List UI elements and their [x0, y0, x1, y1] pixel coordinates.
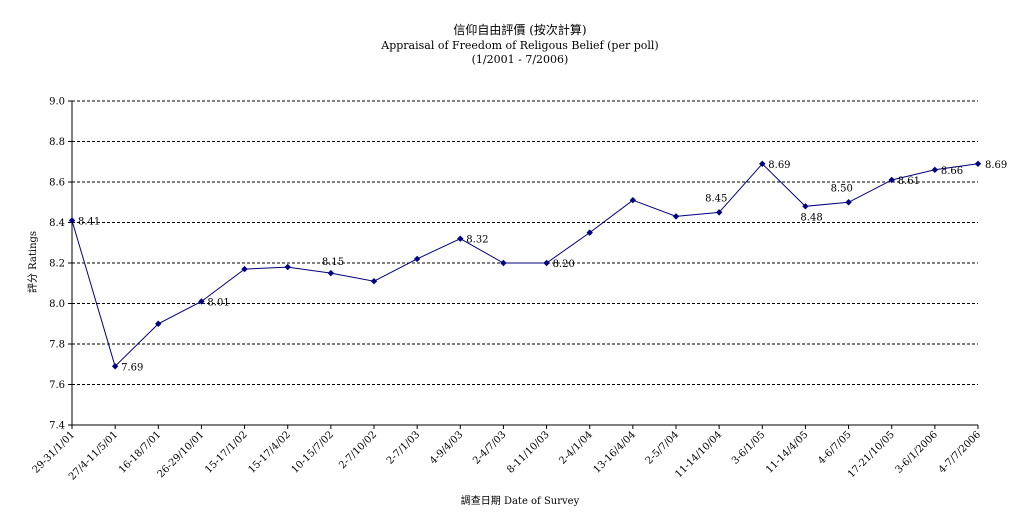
- x-tick-label: 16-18/7/01: [117, 429, 163, 475]
- data-point: [241, 265, 248, 273]
- data-label: 8.61: [898, 176, 920, 187]
- series-line: [71, 163, 979, 368]
- data-label: 8.69: [985, 160, 1007, 171]
- x-tick-label: 2-7/1/03: [385, 429, 422, 466]
- gridlines: [72, 100, 978, 385]
- data-point: [457, 235, 464, 242]
- y-tick-label: 8.2: [49, 259, 65, 270]
- data-labels: 8.41 7.69 8.01 8.15 8.32 8.20 8.45 8.69 8.48 8.50…: [78, 160, 1007, 374]
- x-tick-label: 2-4/7/03: [471, 429, 508, 466]
- data-point: [845, 199, 852, 206]
- data-label: 8.50: [831, 183, 853, 194]
- data-point: [931, 166, 939, 174]
- x-tick-label: 15-17/4/02: [246, 429, 292, 475]
- data-point: [370, 278, 378, 285]
- data-label: 8.48: [800, 212, 822, 223]
- data-point: [413, 255, 421, 263]
- data-label: 8.45: [705, 193, 727, 204]
- x-tick-label: 10-15/7/02: [290, 429, 336, 475]
- data-points: [68, 160, 982, 370]
- y-tick-label: 9.0: [49, 97, 65, 108]
- data-label: 7.69: [121, 362, 143, 373]
- x-tick-label: 3-6/1/05: [730, 429, 767, 466]
- y-axis-title: 評分 Ratings: [26, 231, 39, 293]
- data-point: [629, 197, 637, 204]
- x-tick-label: 15-17/1/02: [203, 429, 249, 475]
- data-label: 8.41: [78, 216, 100, 227]
- data-label: 8.01: [207, 297, 229, 308]
- data-point: [759, 160, 766, 167]
- data-point: [68, 217, 76, 224]
- axes: [71, 101, 978, 426]
- x-tick-label: 13-16/4/04: [592, 429, 638, 475]
- x-tick-label: 8-11/10/03: [505, 429, 551, 475]
- data-label: 8.32: [466, 235, 488, 246]
- x-tick-label: 29-31/1/01: [31, 429, 77, 475]
- chart-subtitle-range: (1/2001 - 7/2006): [472, 53, 569, 66]
- data-label: 8.15: [322, 257, 344, 268]
- data-point: [672, 213, 680, 220]
- data-point: [802, 203, 809, 210]
- x-tick-label: 4-9/4/03: [428, 429, 465, 466]
- x-tick-label: 4-7/7/2006: [937, 429, 983, 475]
- y-tick-label: 8.4: [49, 218, 65, 229]
- y-tick-label: 7.8: [49, 340, 65, 351]
- x-tick-label: 2-4/1/04: [557, 429, 594, 466]
- y-axis-ticks: 9.0 8.8 8.6 8.4 8.2 8.0 7.8 7.6 7.4: [49, 97, 72, 432]
- y-tick-label: 7.6: [49, 380, 65, 391]
- x-tick-label: 2-7/10/02: [337, 429, 379, 471]
- y-tick-label: 7.4: [49, 421, 65, 432]
- data-point: [327, 269, 335, 277]
- data-point: [888, 176, 895, 184]
- x-tick-label: 3-6/1/2006: [894, 429, 940, 475]
- data-label: 8.20: [553, 259, 575, 270]
- data-point: [586, 229, 593, 236]
- y-tick-label: 8.6: [49, 178, 65, 189]
- data-point: [500, 259, 507, 267]
- x-tick-label: 4-6/7/05: [816, 429, 853, 466]
- data-point: [543, 259, 550, 267]
- chart-subtitle: Appraisal of Freedom of Religous Belief …: [380, 39, 658, 52]
- y-tick-label: 8.0: [49, 299, 65, 310]
- y-tick-label: 8.8: [49, 137, 65, 148]
- data-label: 8.69: [768, 160, 790, 171]
- x-axis-title: 調查日期 Date of Survey: [461, 494, 580, 507]
- data-point: [715, 209, 723, 216]
- x-tick-label: 11-14/4/05: [764, 429, 810, 475]
- data-point: [284, 263, 291, 271]
- data-point: [155, 320, 162, 327]
- x-tick-label: 2-5/7/04: [644, 429, 681, 466]
- data-point: [198, 298, 205, 305]
- data-point: [974, 160, 982, 167]
- x-axis-ticks: 29-31/1/0127/4-11/5/0116-18/7/0126-29/10…: [31, 425, 983, 483]
- chart-title: 信仰自由評價 (按次計算): [453, 22, 586, 37]
- data-point: [111, 363, 119, 370]
- data-label: 8.66: [941, 166, 963, 177]
